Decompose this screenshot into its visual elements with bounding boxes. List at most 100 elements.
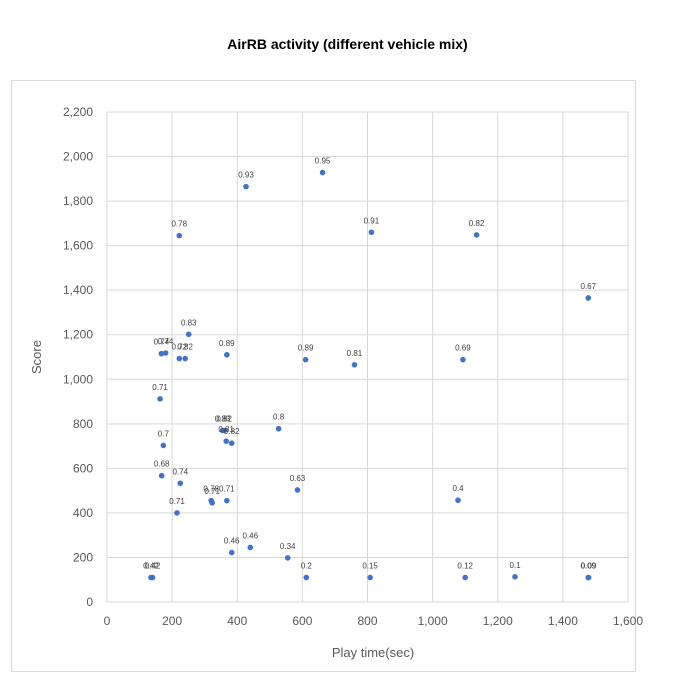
data-label: 0.46 [224,537,240,546]
data-label: 0.34 [280,542,296,551]
data-point [176,232,183,239]
data-point [157,396,163,402]
data-label: 0.12 [457,562,473,571]
data-label: 0.71 [169,497,185,506]
data-label: 0.82 [216,415,232,424]
data-point [224,497,230,504]
data-label: 0.63 [290,474,306,483]
y-tick-label: 1,200 [63,328,93,342]
data-label: 0.89 [298,344,314,353]
data-label: 0.46 [242,531,258,540]
data-label: 0.68 [154,460,170,469]
x-tick-label: 1,600 [613,614,643,628]
data-label: 0.09 [580,562,596,571]
data-label: 0.42 [143,562,159,571]
x-tick-label: 800 [357,614,377,628]
data-label: 0.4 [452,484,464,493]
data-label: 0.2 [301,562,313,571]
data-point [455,497,461,504]
y-tick-label: 2,000 [63,150,93,164]
data-label: 0.81 [347,349,363,358]
x-tick-label: 1,400 [548,614,578,628]
y-tick-label: 200 [73,550,93,564]
data-label: 0.42 [145,562,161,571]
data-label: 0.83 [215,415,231,424]
data-label: 0.8 [273,413,285,422]
data-label: 0.67 [580,282,596,291]
data-label: 0.09 [581,562,597,571]
chart-title: AirRB activity (different vehicle mix) [227,36,468,52]
chart-frame [11,80,636,672]
data-point [473,232,480,238]
y-tick-label: 800 [73,417,93,431]
data-label: 0.93 [238,171,254,180]
data-label: 0.82 [224,427,240,436]
data-point [223,438,229,444]
data-point [228,440,235,446]
y-tick-label: 0 [86,595,93,609]
x-tick-label: 600 [292,614,312,628]
data-label: 0.82 [469,219,485,228]
data-point [460,356,466,363]
data-point [221,427,228,434]
x-tick-label: 400 [227,614,247,628]
y-tick-label: 1,600 [63,239,93,253]
data-point [158,350,165,357]
data-point [284,555,291,561]
data-point [177,480,184,487]
data-point [585,295,592,301]
data-point [303,574,310,581]
data-point [351,361,358,368]
data-point [185,331,192,338]
data-label: 0.83 [181,318,197,327]
data-label: 0.82 [177,343,193,352]
y-tick-label: 1,800 [63,194,93,208]
data-point [512,574,518,580]
data-point [247,544,254,551]
data-label: 0.7 [158,429,170,438]
data-label: 0.89 [219,339,235,348]
data-point [174,510,180,516]
data-label: 0.91 [364,216,380,225]
data-points [148,169,592,581]
x-tick-label: 0 [104,614,111,628]
grid [106,111,629,603]
data-label: 0.74 [172,467,188,476]
x-axis-ticks: 0 200 400 600 800 1,000 1,200 1,400 1,600 [104,614,644,628]
y-tick-label: 400 [73,506,93,520]
y-tick-label: 1,000 [63,372,93,386]
data-point [294,487,301,493]
x-tick-label: 1,000 [418,614,448,628]
data-point [160,442,167,449]
data-label: 0.71 [152,383,168,392]
data-point [585,574,592,581]
data-point [275,425,282,432]
y-tick-label: 600 [73,461,93,475]
data-point [162,350,169,356]
data-point [367,574,373,581]
data-point [319,169,326,176]
y-tick-label: 1,400 [63,283,93,297]
data-label: 0.69 [455,344,471,353]
data-label: 0.78 [171,220,187,229]
data-label: 0.95 [315,157,331,166]
data-point [462,574,468,581]
data-label: 0.71 [204,487,220,496]
data-point [302,356,309,363]
data-point [209,500,215,506]
x-tick-label: 1,200 [483,614,513,628]
data-point [158,472,165,479]
data-labels: 0.420.420.710.740.740.680.70.710.780.720… [143,157,597,571]
data-point [182,355,188,362]
data-point [176,355,183,362]
data-label: 0.1 [509,561,521,570]
data-label: 0.71 [219,485,235,494]
data-label: 0.78 [203,485,219,494]
data-point [368,229,375,236]
y-axis-ticks: 0 200 400 600 800 1,000 1,200 1,400 1,600 1,800 2,… [63,105,93,609]
data-label: 0.74 [158,337,174,346]
data-label: 0.15 [362,562,378,571]
data-point [224,351,230,358]
data-label: 0.72 [171,343,187,352]
